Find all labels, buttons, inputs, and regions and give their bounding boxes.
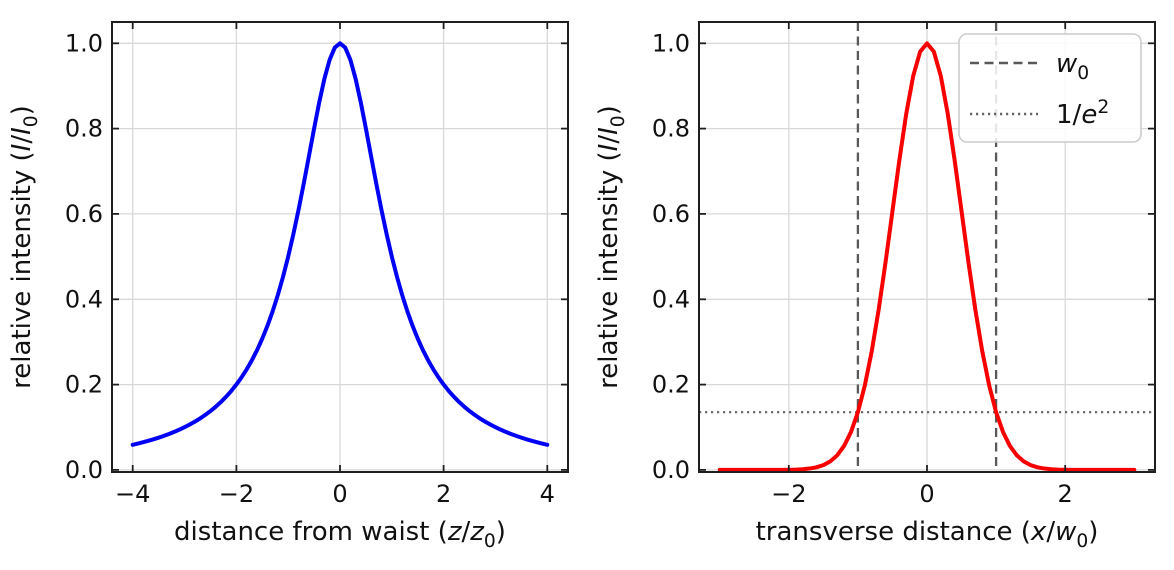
y-tick-label: 0.8 <box>65 115 103 143</box>
x-tick-label: 4 <box>540 480 555 508</box>
y-axis-label: relative intensity (I/I0) <box>594 105 629 389</box>
legend-label: w0 <box>1056 49 1089 84</box>
y-tick-label: 1.0 <box>652 29 690 57</box>
x-tick-label: −2 <box>771 480 806 508</box>
legend-box <box>958 33 1142 143</box>
y-tick-label: 0.4 <box>652 285 690 313</box>
left-axes-on-axis-intensity: −4 −2 0 2 4 0.0 0.2 0.4 0.6 0.8 1.0 distance from w… <box>0 0 587 570</box>
x-tick-label: 2 <box>1058 480 1073 508</box>
y-tick-label: 0.6 <box>652 200 690 228</box>
curve-on-axis-intensity-lorentzian <box>130 41 550 447</box>
x-tick-label: −2 <box>219 480 254 508</box>
axes-background <box>0 0 587 570</box>
y-tick-label: 0.6 <box>65 200 103 228</box>
y-tick-label: 0.2 <box>652 371 690 399</box>
legend-label: 1/e2 <box>1056 97 1109 130</box>
right-axes-transverse-intensity: −2 0 2 0.0 0.2 0.4 0.6 0.8 1.0 transverse distanc… <box>587 0 1174 570</box>
y-tick-label: 0.0 <box>652 456 690 484</box>
x-tick-label: 2 <box>436 480 451 508</box>
y-tick-label: 0.4 <box>65 285 103 313</box>
x-tick-label: 0 <box>332 480 347 508</box>
y-tick-label: 1.0 <box>65 29 103 57</box>
x-tick-label: −4 <box>115 480 150 508</box>
x-axis-label: distance from waist (z/z0) <box>174 517 506 552</box>
y-tick-label: 0.8 <box>652 115 690 143</box>
x-tick-label: 0 <box>919 480 934 508</box>
y-tick-label: 0.2 <box>65 371 103 399</box>
y-tick-label: 0.0 <box>65 456 103 484</box>
x-axis-label: transverse distance (x/w0) <box>756 517 1099 552</box>
y-axis-label: relative intensity (I/I0) <box>7 105 42 389</box>
